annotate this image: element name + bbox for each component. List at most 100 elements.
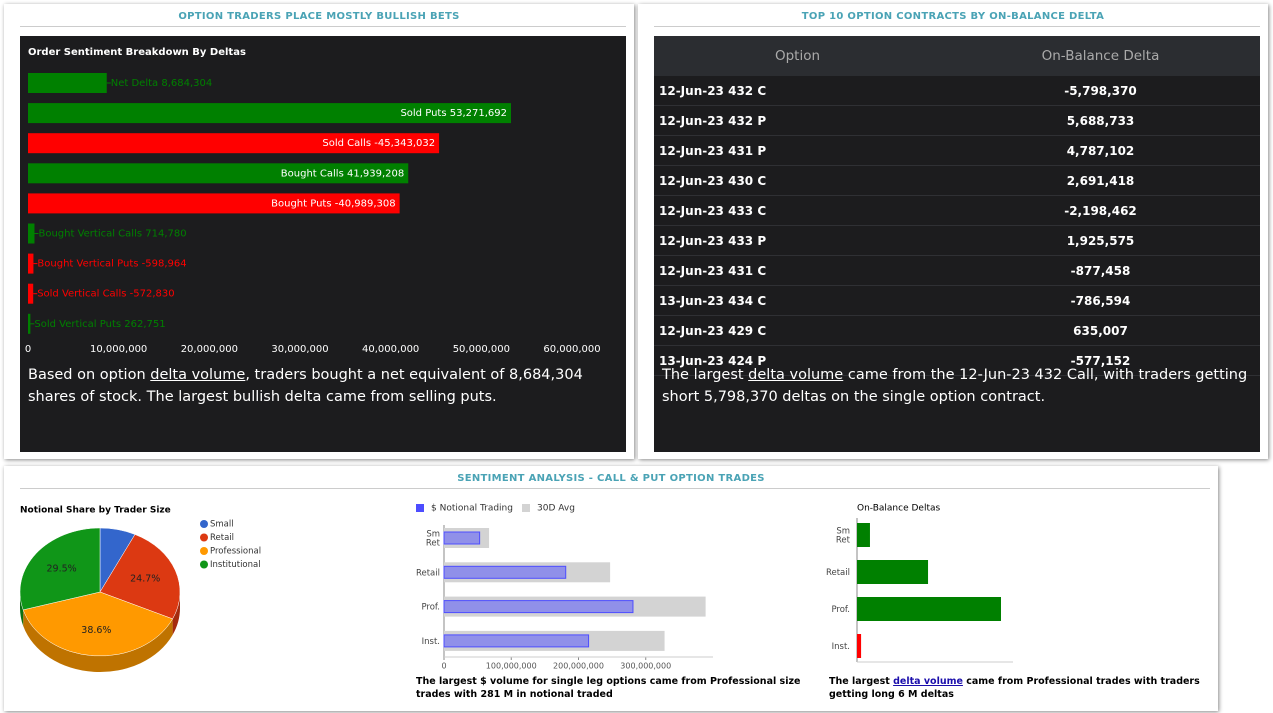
pie-side <box>172 592 180 635</box>
legend-label: $ Notional Trading <box>431 504 513 514</box>
x-tick-label: 300,000,000 <box>620 662 671 671</box>
link[interactable]: delta volume <box>893 676 963 687</box>
value-label: -45,343,032 <box>374 138 435 149</box>
value-label: 41,939,208 <box>347 168 404 179</box>
category-label: Net Delta <box>111 78 158 89</box>
y-tick-label-line: Sm <box>836 526 850 536</box>
x-tick-label: 0 <box>441 662 446 671</box>
x-tick-label: 40,000,000 <box>362 344 419 355</box>
table-cell: -5,798,370 <box>941 76 1260 106</box>
data-label: Sold Calls -45,343,032 <box>322 138 435 149</box>
x-tick-label: 50,000,000 <box>453 344 510 355</box>
category-label: Sold Calls <box>322 138 371 149</box>
link[interactable]: delta volume <box>748 367 844 383</box>
legend-label: 30D Avg <box>537 504 575 514</box>
table-cell: 1,925,575 <box>941 225 1260 256</box>
y-tick-label: Sm Ret <box>836 526 851 545</box>
x-tick-label: 60,000,000 <box>543 344 600 355</box>
table-cell: -577,152 <box>941 345 1260 376</box>
y-tick-label-line: Ret <box>836 535 851 545</box>
value-label: -40,989,308 <box>335 198 396 209</box>
table-cell: 5,688,733 <box>941 105 1260 136</box>
legend-swatch <box>416 504 424 512</box>
x-tick-label: 100,000,000 <box>486 662 537 671</box>
table-cell: 4,787,102 <box>941 135 1260 166</box>
y-tick-label: Inst. <box>422 636 440 646</box>
data-label: Sold Vertical Calls -572,830 <box>37 289 174 300</box>
caption: The largest $ volume for single leg opti… <box>416 675 816 701</box>
chart-title: Order Sentiment Breakdown By Deltas <box>28 47 246 58</box>
table-row: 12-Jun-23 429 C 635,007 <box>654 315 1260 346</box>
bar <box>28 313 31 334</box>
legend-swatch <box>522 504 530 512</box>
pie-slice <box>19 527 101 611</box>
table-row: 12-Jun-23 433 P 1,925,575 <box>654 225 1260 256</box>
column-header: On-Balance Delta <box>941 36 1260 76</box>
y-tick-label: Sm Ret <box>426 529 441 548</box>
x-tick-label: 200,000,000 <box>553 662 604 671</box>
text: The largest <box>662 367 749 383</box>
table-row: 12-Jun-23 432 P 5,688,733 <box>654 105 1260 136</box>
table-cell: 12-Jun-23 433 P <box>654 225 941 256</box>
table-cell: 2,691,418 <box>941 165 1260 196</box>
y-tick-label: Prof. <box>421 602 440 612</box>
legend-swatch <box>200 560 208 569</box>
link[interactable]: delta volume <box>150 367 246 383</box>
y-tick-label: Prof. <box>421 602 440 612</box>
y-tick-label: Retail <box>826 568 850 578</box>
table-row: 12-Jun-23 432 C -5,798,370 <box>654 76 1260 106</box>
caption: The largest delta volume came from Profe… <box>829 675 1214 701</box>
bar <box>28 193 400 214</box>
bar <box>443 565 567 579</box>
value-label: 53,271,692 <box>450 108 507 119</box>
x-tick-label: 10,000,000 <box>90 344 147 355</box>
data-label: 24.7% <box>130 574 160 585</box>
bar <box>28 283 34 304</box>
bar <box>28 73 107 93</box>
legend-label: Institutional <box>210 560 261 570</box>
panel-title: TOP 10 OPTION CONTRACTS BY ON-BALANCE DE… <box>801 11 1105 22</box>
bar <box>857 634 862 658</box>
bar <box>443 634 590 648</box>
pie-slice <box>22 591 173 657</box>
category-label: Sold Vertical Calls <box>37 289 126 300</box>
panel-title: OPTION TRADERS PLACE MOSTLY BULLISH BETS <box>178 11 460 22</box>
y-tick-label: Inst. <box>832 642 850 652</box>
bar <box>857 523 870 547</box>
table-cell: 13-Jun-23 424 P <box>654 345 941 376</box>
bar <box>443 531 481 545</box>
bar <box>443 600 634 614</box>
data-label: Bought Vertical Puts -598,964 <box>37 259 186 270</box>
data-label: Bought Calls 41,939,208 <box>281 168 404 179</box>
table-cell: 12-Jun-23 432 P <box>654 105 941 136</box>
table-row: 12-Jun-23 433 C -2,198,462 <box>654 195 1260 226</box>
text: came from the 12-Jun-23 432 Call, with t… <box>662 367 1248 405</box>
text: Based on option <box>28 367 151 383</box>
data-label: Bought Vertical Calls 714,780 <box>38 229 186 240</box>
x-tick-label: 20,000,000 <box>181 344 238 355</box>
pie-slice <box>99 534 181 620</box>
table-cell: 12-Jun-23 429 C <box>654 315 941 346</box>
x-tick-label: 0 <box>25 344 31 355</box>
text: The largest $ volume for single leg opti… <box>416 676 801 700</box>
text: , traders bought a net equivalent of 8,6… <box>28 367 583 405</box>
table-cell: -877,458 <box>941 255 1260 286</box>
category-label: Bought Puts <box>271 198 331 209</box>
legend-label: Retail <box>210 533 234 543</box>
data-label: Bought Puts -40,989,308 <box>271 198 396 209</box>
table: Option On-Balance Delta 12-Jun-23 432 C -5… <box>654 36 1260 376</box>
legend-label: Small <box>210 520 234 530</box>
y-tick-label: Retail <box>416 568 440 578</box>
table-cell: 12-Jun-23 430 C <box>654 165 941 196</box>
table-row: 12-Jun-23 431 C -877,458 <box>654 255 1260 286</box>
bar <box>28 133 440 154</box>
table-cell: 12-Jun-23 431 C <box>654 255 941 286</box>
text: The largest <box>829 676 894 687</box>
table-cell: -2,198,462 <box>941 195 1260 226</box>
y-tick-label: Sm Ret <box>836 526 851 545</box>
table-row: 13-Jun-23 424 P -577,152 <box>654 345 1260 376</box>
text: came from Professional trades with trade… <box>829 676 1200 700</box>
y-tick-label: Retail <box>416 568 440 578</box>
